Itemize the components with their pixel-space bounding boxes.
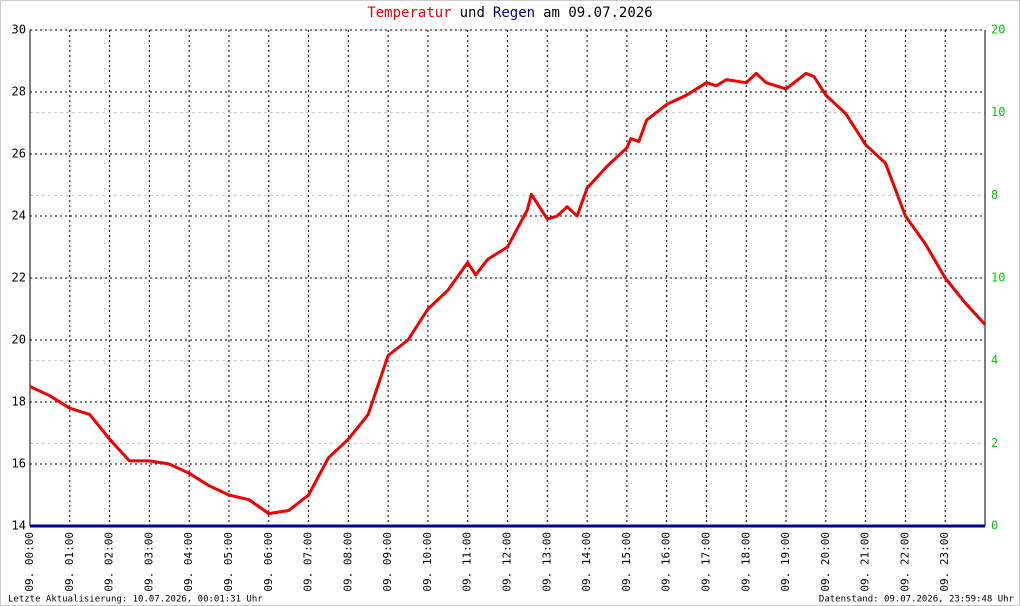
y2-tick-label: 20 — [991, 23, 1005, 37]
x-tick-label: 09. 02:00 — [103, 532, 116, 592]
x-tick-label: 09. 19:00 — [779, 532, 792, 592]
x-tick-label: 09. 16:00 — [660, 532, 673, 592]
y-tick-label: 14 — [12, 519, 26, 533]
series-line — [29, 71, 987, 516]
x-tick-label: 09. 23:00 — [938, 532, 951, 592]
y-tick-label: 28 — [12, 85, 26, 99]
y-tick-label: 22 — [12, 271, 26, 285]
x-tick-label: 09. 21:00 — [859, 532, 872, 592]
y2-tick-label: 10 — [991, 105, 1005, 119]
x-tick-label: 09. 22:00 — [898, 532, 911, 592]
title-part: am 09.07.2026 — [543, 5, 653, 21]
y-tick-label: 18 — [12, 395, 26, 409]
x-tick-label: 09. 04:00 — [182, 532, 195, 592]
x-tick-label: 09. 18:00 — [739, 532, 752, 592]
y2-tick-label: 10 — [991, 271, 1005, 285]
y2-tick-label: 4 — [991, 353, 998, 367]
y-tick-label: 16 — [12, 457, 26, 471]
y-tick-label: 24 — [12, 209, 26, 223]
x-tick-label: 09. 07:00 — [302, 532, 315, 592]
x-tick-label: 09. 08:00 — [341, 532, 354, 592]
x-tick-label: 09. 00:00 — [23, 532, 36, 592]
chart-title: Temperatur und Regen am 09.07.2026 — [367, 5, 652, 21]
y2-tick-label: 2 — [991, 436, 998, 450]
title-part: und — [460, 5, 485, 21]
x-tick-label: 09. 03:00 — [142, 532, 155, 592]
title-part: Temperatur — [367, 5, 451, 21]
x-tick-label: 09. 10:00 — [421, 532, 434, 592]
footer-right: Datenstand: 09.07.2026, 23:59:48 Uhr — [819, 595, 1015, 605]
y2-tick-label: 8 — [991, 188, 998, 202]
x-tick-label: 09. 12:00 — [501, 532, 514, 592]
x-tick-label: 09. 13:00 — [540, 532, 553, 592]
footer-left: Letzte Aktualisierung: 10.07.2026, 00:01… — [8, 595, 263, 605]
y-tick-label: 26 — [12, 147, 26, 161]
x-tick-label: 09. 11:00 — [461, 532, 474, 592]
y-tick-label: 20 — [12, 333, 26, 347]
y2-tick-label: 0 — [991, 519, 998, 533]
title-part: Regen — [493, 5, 535, 21]
x-tick-label: 09. 01:00 — [63, 532, 76, 592]
x-tick-label: 09. 14:00 — [580, 532, 593, 592]
x-tick-label: 09. 05:00 — [222, 532, 235, 592]
x-tick-label: 09. 15:00 — [620, 532, 633, 592]
x-tick-label: 09. 06:00 — [262, 532, 275, 592]
x-tick-label: 09. 20:00 — [819, 532, 832, 592]
x-tick-label: 09. 17:00 — [699, 532, 712, 592]
y-tick-label: 30 — [12, 23, 26, 37]
x-tick-label: 09. 09:00 — [381, 532, 394, 592]
